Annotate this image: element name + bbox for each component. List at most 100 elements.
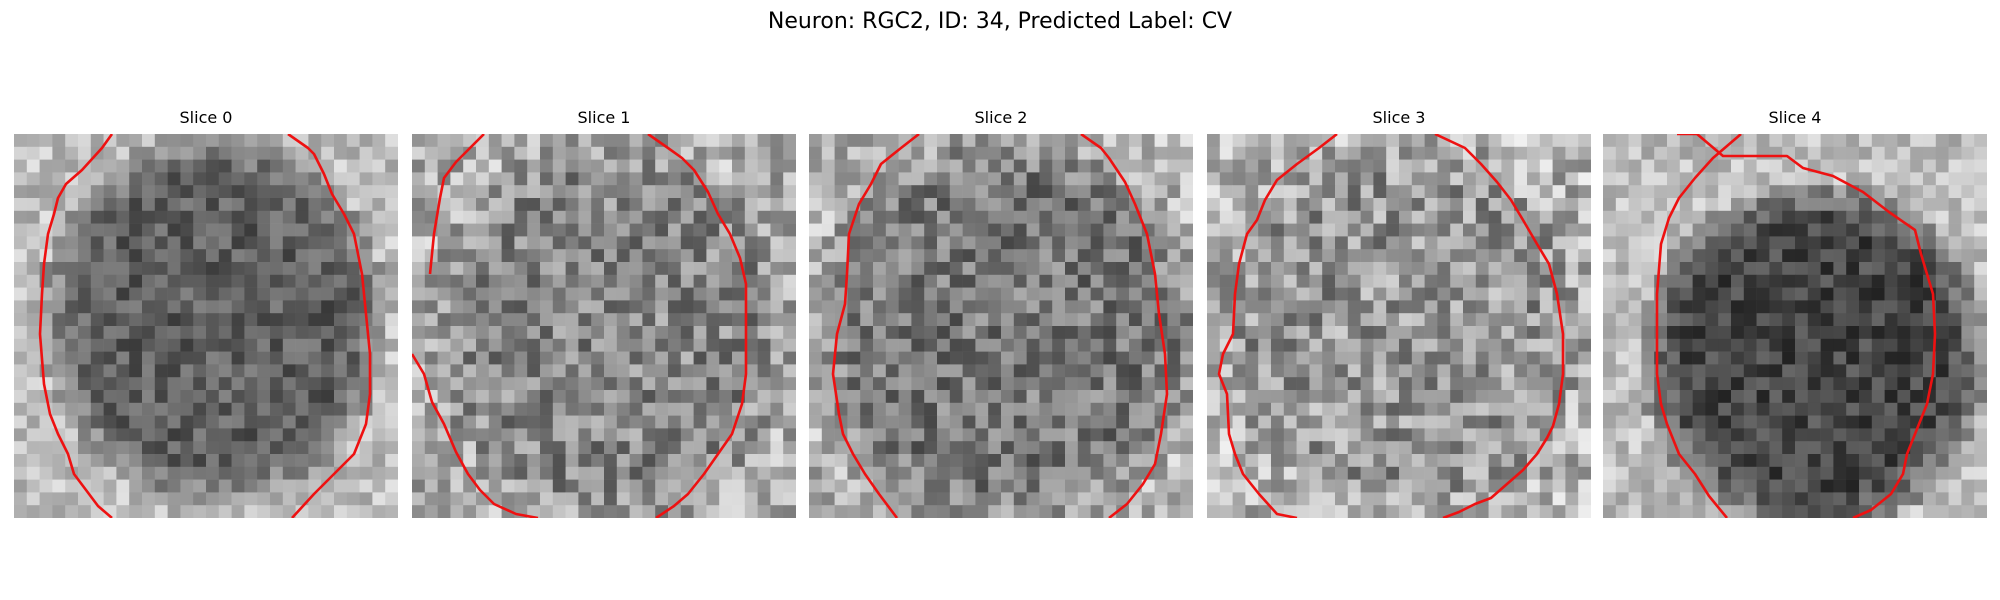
pixel (1833, 313, 1847, 327)
pixel (1756, 479, 1770, 493)
pixel (1974, 287, 1987, 301)
pixel (1167, 390, 1181, 404)
pixel (1154, 390, 1168, 404)
pixel (834, 466, 848, 480)
pixel (1013, 313, 1027, 327)
pixel (1065, 274, 1079, 288)
pixel (949, 338, 963, 352)
pixel (359, 479, 373, 493)
pixel (1271, 159, 1285, 173)
pixel (514, 134, 528, 148)
pixel (527, 479, 541, 493)
pixel (1743, 313, 1757, 327)
pixel (78, 146, 92, 160)
pixel (1052, 249, 1066, 263)
pixel (1923, 249, 1937, 263)
pixel (1347, 159, 1361, 173)
pixel (1859, 466, 1873, 480)
pixel (1974, 236, 1987, 250)
pixel (359, 146, 373, 160)
pixel (1399, 274, 1413, 288)
pixel (898, 274, 912, 288)
pixel (1795, 146, 1809, 160)
pixel (1335, 505, 1349, 518)
pixel (1207, 287, 1221, 301)
pixel (578, 326, 592, 340)
pixel (1245, 364, 1259, 378)
pixel (873, 287, 887, 301)
pixel (962, 441, 976, 455)
pixel (1258, 454, 1272, 468)
pixel (231, 479, 245, 493)
pixel (1001, 479, 1015, 493)
pixel (14, 249, 28, 263)
pixel (885, 390, 899, 404)
pixel (167, 390, 181, 404)
pixel (1386, 198, 1400, 212)
pixel (1654, 441, 1668, 455)
pixel (629, 428, 643, 442)
pixel (655, 249, 669, 263)
pixel (1103, 313, 1117, 327)
pixel (1065, 377, 1079, 391)
pixel (616, 274, 630, 288)
pixel (1769, 223, 1783, 237)
pixel (552, 415, 566, 429)
pixel (39, 134, 53, 148)
pixel (193, 172, 207, 186)
pixel (1527, 377, 1541, 391)
pixel (514, 287, 528, 301)
pixel (949, 210, 963, 224)
pixel (1628, 390, 1642, 404)
pixel (783, 172, 796, 186)
pixel (1527, 415, 1541, 429)
pixel (167, 300, 181, 314)
pixel (257, 287, 271, 301)
pixel (359, 198, 373, 212)
pixel (616, 262, 630, 276)
pixel (591, 377, 605, 391)
pixel (1961, 274, 1975, 288)
pixel (1884, 313, 1898, 327)
pixel (540, 274, 554, 288)
pixel (744, 262, 758, 276)
pixel (1424, 454, 1438, 468)
pixel (180, 210, 194, 224)
pixel (1411, 415, 1425, 429)
pixel (26, 351, 40, 365)
pixel (1141, 390, 1155, 404)
pixel (270, 415, 284, 429)
pixel (218, 351, 232, 365)
pixel (359, 492, 373, 506)
pixel (1219, 185, 1233, 199)
pixel (372, 236, 386, 250)
pixel (1565, 210, 1579, 224)
pixel (206, 505, 220, 518)
pixel (911, 351, 925, 365)
pixel (1923, 236, 1937, 250)
pixel (1373, 236, 1387, 250)
pixel (706, 351, 720, 365)
pixel (629, 326, 643, 340)
pixel (1207, 402, 1221, 416)
pixel (295, 402, 309, 416)
pixel (65, 313, 79, 327)
pixel (629, 390, 643, 404)
pixel (514, 377, 528, 391)
pixel (90, 313, 104, 327)
pixel (821, 146, 835, 160)
pixel (744, 198, 758, 212)
pixel (90, 223, 104, 237)
pixel (898, 198, 912, 212)
pixel (412, 249, 426, 263)
pixel (591, 274, 605, 288)
pixel (1399, 313, 1413, 327)
pixel (244, 249, 258, 263)
pixel (1258, 402, 1272, 416)
pixel (1795, 185, 1809, 199)
pixel (873, 441, 887, 455)
pixel (988, 364, 1002, 378)
pixel (1001, 262, 1015, 276)
pixel (501, 210, 515, 224)
pixel (231, 198, 245, 212)
